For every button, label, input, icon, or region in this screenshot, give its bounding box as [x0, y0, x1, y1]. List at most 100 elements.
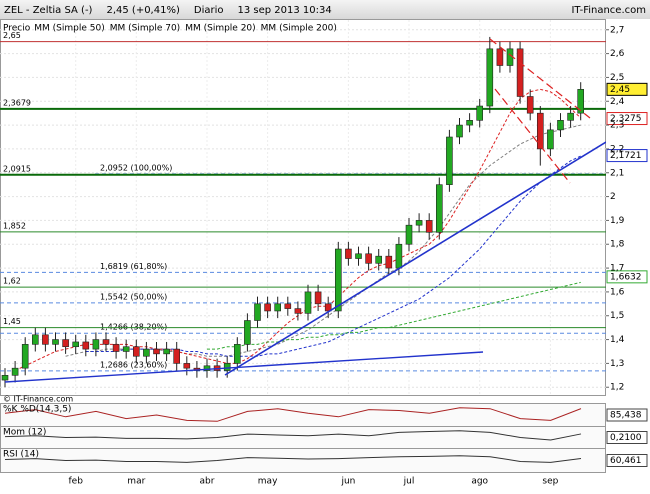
candle-body	[466, 120, 473, 126]
y-tick-label: 1,6	[610, 287, 625, 297]
indicator-last-box	[606, 431, 648, 444]
y-tick-label: 2	[610, 192, 616, 202]
candle-body	[456, 124, 463, 138]
indicator-last-label: 85,438	[610, 411, 642, 421]
legend-entry: MM (Simple 70)	[110, 24, 180, 34]
candle-body	[526, 96, 534, 114]
candle-body	[173, 348, 180, 364]
overlays: Precio MM (Simple 50) MM (Simple 70) MM (Si…	[3, 24, 648, 284]
level-label: 1,852	[3, 221, 26, 230]
candle-body	[163, 348, 170, 355]
indicator-last-label: 60,461	[610, 456, 642, 466]
candle-body	[557, 120, 564, 131]
candle-body	[304, 291, 312, 314]
candle-body	[547, 129, 554, 150]
candle-body	[203, 365, 211, 371]
fib-label: 2,0952 (100,00%)	[100, 163, 172, 172]
header: ZEL - Zeltia SA (-) 2,45 (+0,41%) Diario 13…	[4, 5, 332, 16]
x-tick-label: may	[258, 477, 278, 487]
candle-body	[405, 224, 413, 245]
candle-body	[21, 344, 29, 369]
brand: IT-Finance.com	[571, 5, 646, 16]
candle-body	[536, 112, 544, 150]
x-tick-label: sep	[542, 477, 558, 487]
y-tick-label: 1,8	[610, 240, 625, 250]
header-item: ZEL - Zeltia SA (-)	[4, 5, 93, 16]
candle-body	[102, 339, 110, 345]
candle-body	[375, 255, 383, 264]
candle-body	[446, 136, 453, 185]
level-label: 1,62	[3, 277, 21, 286]
indicator-line	[4, 407, 582, 422]
candle-body	[385, 255, 393, 269]
candle-body	[183, 363, 191, 369]
candle-body	[345, 248, 352, 259]
candle-body	[334, 248, 342, 312]
legend-entry: MM (Simple 50)	[34, 24, 104, 34]
candle-body	[153, 348, 160, 355]
candle-body	[567, 112, 574, 121]
moving-average	[65, 124, 581, 357]
candle-body	[42, 334, 49, 345]
candle-body	[476, 105, 484, 121]
candle-body	[425, 220, 433, 233]
legend-price: Precio	[3, 24, 31, 34]
candle-body	[234, 344, 241, 364]
fib-label: 1,2686 (23,60%)	[100, 360, 167, 369]
y-tick-label: 2,7	[610, 25, 624, 35]
candle-body	[496, 48, 504, 66]
candle-body	[254, 303, 261, 321]
y-tick-label: 1,5	[610, 311, 624, 321]
y-tick-label: 1,4	[610, 335, 625, 345]
plot-frame	[0, 19, 606, 396]
indicator-last-box	[606, 454, 648, 467]
y-tick-label: 1,7	[610, 264, 624, 274]
candle-body	[365, 253, 372, 264]
candle-body	[435, 184, 443, 233]
plot-area: 2,0952 (100,00%) 1,6819 (61,80%) 1,5542 (5…	[0, 20, 606, 395]
y-tick-label: 2,2	[610, 144, 624, 154]
candle-body	[355, 253, 362, 259]
channel-line	[489, 38, 591, 119]
candle-body	[486, 48, 494, 107]
candle-body	[133, 346, 140, 357]
candle-body	[62, 339, 69, 348]
indicator-line	[4, 455, 582, 463]
indicator-panel	[0, 403, 606, 427]
last-value-box	[606, 112, 648, 126]
candle-body	[1, 375, 9, 381]
candle-body	[244, 320, 251, 345]
candle-body	[516, 48, 524, 97]
x-tick-label: ago	[471, 477, 488, 487]
candle-body	[92, 339, 100, 350]
candle-body	[82, 341, 90, 350]
last-value-box	[606, 149, 648, 163]
candle-body	[52, 339, 59, 345]
indicator-line	[4, 430, 582, 441]
candle-body	[122, 346, 130, 352]
y-tick-label: 1,9	[610, 216, 625, 226]
last-value-label: 2,3275	[610, 114, 642, 124]
fib-label: 1,5542 (50,00%)	[100, 292, 167, 301]
trendline	[4, 351, 484, 383]
y-tick-label: 2,3	[610, 121, 624, 131]
candle-body	[577, 89, 585, 114]
last-value-box	[606, 270, 648, 284]
candle-body	[284, 303, 292, 309]
indicator-name: %K %D(14,3,5)	[3, 405, 71, 415]
header-bar	[0, 0, 650, 19]
candle-body	[31, 334, 39, 345]
legend-entry: MM (Simple 20)	[185, 24, 255, 34]
x-tick-label: abr	[200, 477, 215, 487]
level-label: 2,65	[3, 31, 21, 40]
indicator-last-box	[606, 408, 648, 422]
footer: © IT-Finance.com	[3, 395, 73, 404]
x-tick-label: feb	[68, 477, 83, 487]
y-tick-label: 2,5	[610, 73, 624, 83]
candle-body	[112, 344, 120, 352]
last-value-label: 1,6632	[610, 272, 642, 282]
candle-body	[314, 291, 322, 305]
candle-body	[143, 348, 150, 357]
indicator-name: RSI (14)	[3, 450, 39, 460]
candle-body	[72, 341, 79, 348]
